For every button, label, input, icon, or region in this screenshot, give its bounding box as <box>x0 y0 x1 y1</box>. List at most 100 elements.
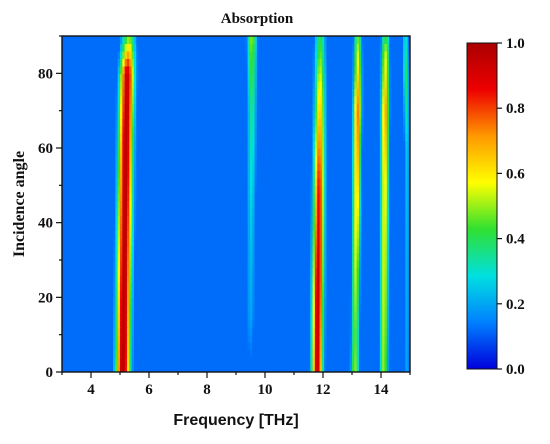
heatmap-cell <box>282 148 286 157</box>
heatmap-cell <box>382 140 386 149</box>
heatmap-cell <box>284 200 288 209</box>
heatmap-cell <box>159 237 163 246</box>
heatmap-cell <box>259 289 263 298</box>
heatmap-cell <box>354 222 358 231</box>
heatmap-cell <box>389 289 393 298</box>
heatmap-cell <box>249 192 253 201</box>
heatmap-cell <box>261 230 265 239</box>
heatmap-cell <box>324 237 328 246</box>
heatmap-cell <box>198 185 202 194</box>
heatmap-cell <box>226 162 230 171</box>
heatmap-cell <box>133 357 137 366</box>
heatmap-cell <box>389 304 393 313</box>
heatmap-cell <box>178 357 181 366</box>
heatmap-cell <box>261 267 265 276</box>
heatmap-cell <box>310 125 314 134</box>
heatmap-cell <box>347 342 351 351</box>
heatmap-cell <box>405 237 409 246</box>
heatmap-cell <box>398 327 402 336</box>
heatmap-cell <box>96 215 100 224</box>
heatmap-cell <box>66 245 70 254</box>
heatmap-cell <box>215 133 219 142</box>
heatmap-cell <box>71 364 75 372</box>
heatmap-cell <box>384 297 388 306</box>
heatmap-cell <box>103 133 107 142</box>
heatmap-cell <box>245 177 249 186</box>
heatmap-cell <box>307 200 311 209</box>
heatmap-cell <box>238 364 242 372</box>
heatmap-cell <box>92 342 96 351</box>
heatmap-cell <box>317 245 321 254</box>
heatmap-cell <box>324 319 328 328</box>
heatmap-cell <box>113 230 116 239</box>
heatmap-cell <box>361 207 365 216</box>
heatmap-cell <box>354 274 358 283</box>
heatmap-cell <box>168 334 172 343</box>
heatmap-cell <box>94 170 98 179</box>
heatmap-cell <box>180 140 184 149</box>
heatmap-cell <box>372 357 376 366</box>
heatmap-cell <box>117 312 121 321</box>
heatmap-cell <box>358 342 362 351</box>
heatmap-cell <box>249 125 253 134</box>
heatmap-cell <box>252 148 256 157</box>
heatmap-cell <box>208 185 212 194</box>
heatmap-cell <box>333 289 337 298</box>
heatmap-cell <box>268 312 272 321</box>
heatmap-cell <box>140 140 144 149</box>
heatmap-cell <box>80 125 84 134</box>
heatmap-cell <box>136 148 140 157</box>
heatmap-cell <box>382 170 386 179</box>
heatmap-cell <box>189 200 193 209</box>
heatmap-cell <box>379 170 383 179</box>
heatmap-cell <box>122 162 126 171</box>
heatmap-cell <box>99 319 103 328</box>
heatmap-cell <box>326 133 330 142</box>
heatmap-cell <box>333 349 337 358</box>
heatmap-cell <box>284 215 288 224</box>
heatmap-cell <box>78 215 82 224</box>
heatmap-cell <box>159 215 163 224</box>
heatmap-cell <box>173 319 177 328</box>
heatmap-cell <box>305 364 309 372</box>
heatmap-cell <box>268 260 272 269</box>
heatmap-cell <box>354 349 358 358</box>
heatmap-cell <box>140 260 144 269</box>
heatmap-cell <box>326 222 330 231</box>
heatmap-cell <box>189 327 193 336</box>
heatmap-cell <box>71 252 75 261</box>
heatmap-cell <box>312 155 316 164</box>
heatmap-cell <box>124 170 128 179</box>
heatmap-cell <box>379 200 383 209</box>
heatmap-cell <box>68 289 72 298</box>
heatmap-cell <box>254 177 258 186</box>
heatmap-cell <box>115 185 119 194</box>
heatmap-cell <box>294 364 297 372</box>
heatmap-cell <box>210 185 214 194</box>
heatmap-cell <box>326 177 330 186</box>
heatmap-cell <box>379 349 383 358</box>
heatmap-cell <box>92 192 96 201</box>
heatmap-cell <box>131 155 135 164</box>
heatmap-cell <box>245 252 249 261</box>
heatmap-cell <box>368 334 372 343</box>
heatmap-cell <box>184 140 188 149</box>
heatmap-cell <box>317 222 321 231</box>
heatmap-cell <box>270 133 274 142</box>
heatmap-cell <box>168 192 172 201</box>
heatmap-cell <box>80 222 84 231</box>
heatmap-cell <box>212 148 216 157</box>
heatmap-cell <box>300 125 304 134</box>
heatmap-cell <box>229 260 232 269</box>
heatmap-cell <box>189 140 193 149</box>
heatmap-cell <box>335 349 339 358</box>
heatmap-cell <box>347 312 351 321</box>
heatmap-cell <box>386 260 390 269</box>
heatmap-cell <box>126 349 130 358</box>
heatmap-cell <box>140 200 144 209</box>
heatmap-cell <box>261 207 265 216</box>
heatmap-cell <box>71 133 75 142</box>
heatmap-cell <box>252 215 256 224</box>
heatmap-cell <box>312 357 316 366</box>
heatmap-cell <box>113 185 116 194</box>
